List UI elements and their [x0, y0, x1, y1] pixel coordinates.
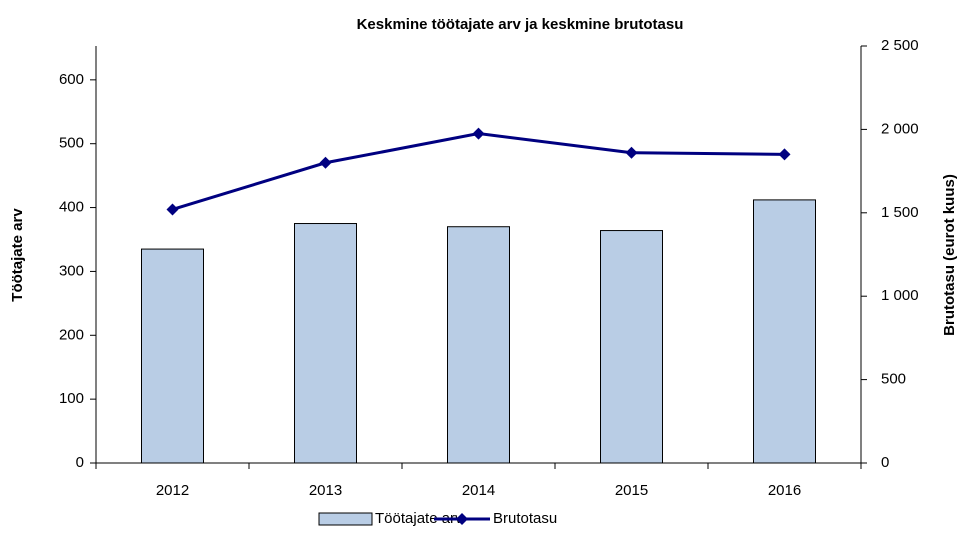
- point: [319, 156, 332, 169]
- y2-tick-label: 1 000: [881, 287, 919, 304]
- bar: [447, 226, 510, 464]
- y2-tick-label: 2 000: [881, 120, 919, 137]
- x-tick-label: 2014: [462, 482, 495, 499]
- point: [472, 127, 485, 140]
- y2-tick-label: 1 500: [881, 204, 919, 221]
- y-tick-label: 100: [59, 390, 84, 407]
- y2-tick-label: 0: [881, 454, 889, 471]
- y-tick-label: 0: [76, 454, 84, 471]
- x-tick-label: 2013: [309, 482, 342, 499]
- y2-tick-label: 500: [881, 371, 906, 388]
- legend-marker: [456, 513, 468, 525]
- bar: [294, 223, 357, 464]
- legend-label: Töötajate arv: [375, 510, 463, 527]
- point: [166, 203, 179, 216]
- legend-label: Brutotasu: [493, 510, 557, 527]
- bar: [600, 230, 663, 464]
- y2-axis-label: Brutotasu (eurot kuus): [941, 174, 958, 336]
- bar: [753, 199, 816, 464]
- x-tick-label: 2015: [615, 482, 648, 499]
- point: [625, 146, 638, 159]
- y-tick-label: 300: [59, 262, 84, 279]
- y2-tick-label: 2 500: [881, 37, 919, 54]
- y-tick-label: 400: [59, 199, 84, 216]
- bar: [141, 248, 204, 464]
- legend-swatch: [318, 512, 373, 526]
- y-tick-label: 600: [59, 71, 84, 88]
- y-tick-label: 200: [59, 326, 84, 343]
- point: [778, 148, 791, 161]
- chart-title: Keskmine töötajate arv ja keskmine bruto…: [357, 16, 684, 33]
- y-axis-label: Töötajate arv: [9, 208, 26, 302]
- x-tick-label: 2016: [768, 482, 801, 499]
- y-tick-label: 500: [59, 135, 84, 152]
- x-tick-label: 2012: [156, 482, 189, 499]
- line: [172, 132, 785, 211]
